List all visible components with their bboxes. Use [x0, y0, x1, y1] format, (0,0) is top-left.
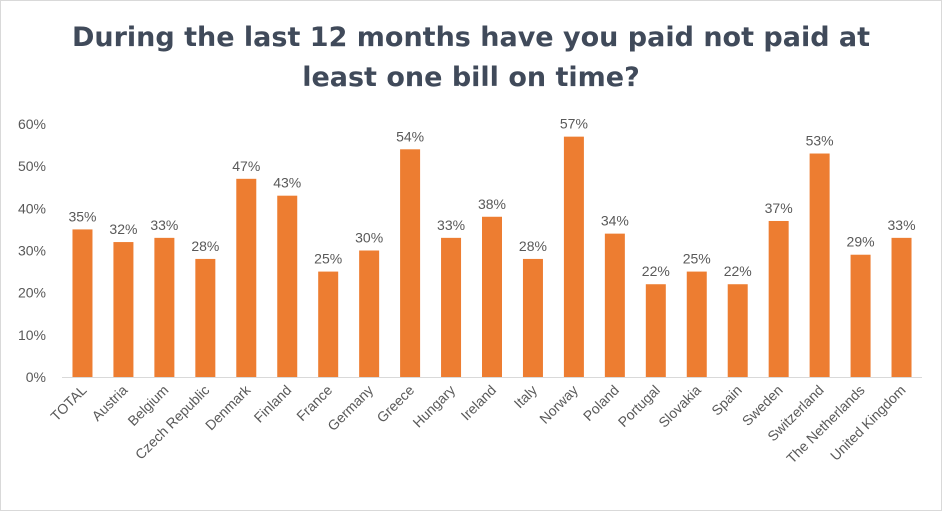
x-tick-label: Finland: [251, 382, 295, 426]
data-label: 33%: [888, 217, 916, 233]
y-tick-label: 40%: [18, 200, 46, 216]
y-tick-label: 0%: [26, 369, 46, 385]
bar: [563, 136, 584, 377]
bar: [850, 254, 871, 377]
x-tick-label: Denmark: [202, 381, 254, 433]
y-tick-label: 30%: [18, 243, 46, 259]
bar: [809, 153, 830, 377]
data-label: 28%: [519, 238, 547, 254]
y-tick-label: 50%: [18, 158, 46, 174]
y-tick-label: 10%: [18, 327, 46, 343]
data-label: 22%: [724, 263, 752, 279]
data-label: 53%: [806, 133, 834, 149]
bar: [768, 220, 789, 377]
bar: [604, 233, 625, 377]
data-label: 33%: [437, 217, 465, 233]
data-label: 32%: [109, 221, 137, 237]
bar: [236, 178, 257, 377]
data-label: 28%: [191, 238, 219, 254]
data-label: 43%: [273, 175, 301, 191]
x-tick-label: Portugal: [615, 382, 663, 430]
x-tick-label: Ireland: [458, 382, 500, 424]
data-label: 35%: [68, 208, 96, 224]
data-label: 34%: [601, 213, 629, 229]
bar: [359, 250, 380, 377]
y-tick-label: 60%: [18, 116, 46, 132]
chart-title-line2: least one bill on time?: [302, 62, 640, 93]
chart-title: During the last 12 months have you paid …: [0, 18, 942, 98]
x-tick-label: TOTAL: [47, 382, 89, 424]
bar: [482, 216, 502, 377]
bar: [891, 237, 912, 377]
x-tick-label: Italy: [511, 382, 540, 411]
data-label: 54%: [396, 128, 424, 144]
x-tick-label: Spain: [708, 382, 745, 419]
x-tick-label: Norway: [536, 382, 581, 427]
bar: [727, 284, 748, 377]
data-label: 25%: [683, 251, 711, 267]
bar: [400, 149, 421, 377]
bar: [113, 242, 134, 377]
x-tick-label: Slovakia: [655, 382, 704, 431]
bar: [645, 284, 666, 377]
bar: [154, 237, 175, 377]
data-label: 22%: [642, 263, 670, 279]
data-label: 25%: [314, 251, 342, 267]
bar: [72, 229, 93, 377]
bar: [522, 258, 543, 377]
x-tick-label: Czech Republic: [132, 382, 213, 463]
data-label: 57%: [560, 116, 588, 132]
bar: [318, 271, 339, 377]
x-tick-label: Hungary: [409, 382, 458, 431]
chart-title-line1: During the last 12 months have you paid …: [71, 22, 871, 53]
y-tick-label: 20%: [18, 285, 46, 301]
bar: [441, 237, 462, 377]
bar: [195, 258, 216, 377]
data-label: 30%: [355, 230, 383, 246]
data-label: 33%: [150, 217, 178, 233]
x-tick-label: Germany: [324, 382, 376, 434]
data-label: 47%: [232, 158, 260, 174]
data-label: 38%: [478, 196, 506, 212]
bar: [277, 195, 298, 377]
bar: [686, 271, 707, 377]
data-label: 37%: [765, 200, 793, 216]
data-label: 29%: [847, 234, 875, 250]
x-tick-label: United Kingdom: [827, 382, 909, 464]
